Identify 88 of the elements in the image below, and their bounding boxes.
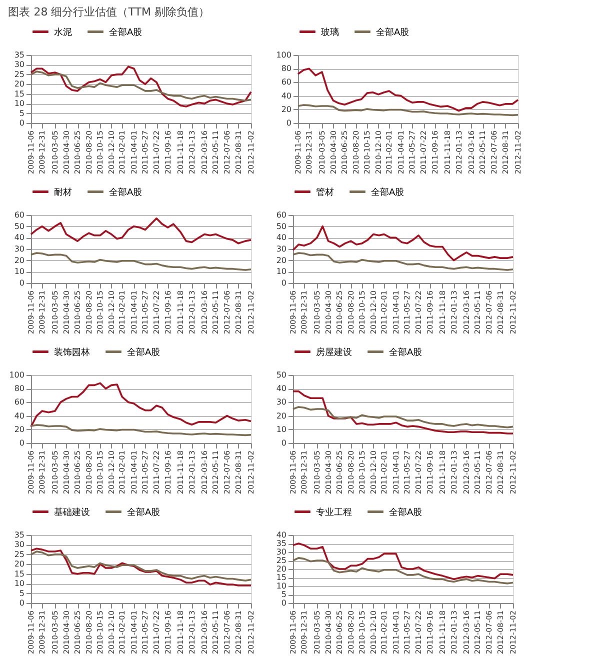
- line-series: [292, 225, 514, 262]
- legend-label: 全部A股: [109, 26, 142, 38]
- legend-label: 管材: [316, 186, 334, 198]
- y-tick-label: 50: [276, 370, 286, 380]
- y-tick-label: 100: [276, 50, 292, 60]
- y-tick-label: 0: [19, 438, 24, 448]
- line-series: [292, 557, 514, 584]
- legend-label: 全部A股: [127, 506, 160, 518]
- y-tick-label: 35: [14, 50, 24, 60]
- legend-label: 专业工程: [316, 506, 352, 518]
- y-tick-label: 35: [276, 539, 286, 548]
- y-tick-label: 20: [276, 256, 286, 265]
- y-tick-label: 20: [276, 564, 286, 574]
- y-tick-label: 100: [9, 370, 24, 380]
- y-tick-label: 0: [19, 118, 24, 128]
- legend-label: 全部A股: [127, 346, 160, 358]
- legend-label: 全部A股: [376, 26, 410, 38]
- legend-label: 耐材: [54, 186, 72, 198]
- line-series: [30, 252, 252, 271]
- y-tick-label: 20: [276, 411, 286, 420]
- y-tick-label: 0: [19, 278, 24, 288]
- y-tick-label: 60: [281, 78, 292, 87]
- line-series: [30, 424, 252, 436]
- line-series: [30, 382, 252, 428]
- y-tick-label: 30: [276, 398, 286, 407]
- y-tick-label: 5: [281, 590, 286, 599]
- line-series: [30, 218, 252, 244]
- y-tick-label: 5: [19, 588, 24, 598]
- y-tick-label: 25: [276, 556, 286, 565]
- legend-label: 全部A股: [389, 346, 422, 358]
- line-series: [292, 252, 514, 271]
- line-series: [292, 406, 514, 428]
- y-tick-label: 40: [14, 411, 24, 420]
- line-series: [292, 542, 514, 580]
- y-tick-label: 20: [281, 104, 292, 114]
- y-tick-label: 10: [276, 267, 286, 276]
- y-tick-label: 40: [281, 91, 292, 100]
- y-tick-label: 20: [14, 560, 24, 569]
- y-tick-label: 40: [276, 233, 286, 242]
- y-tick-label: 10: [276, 424, 286, 434]
- y-tick-label: 0: [281, 598, 286, 608]
- legend-label: 装饰园林: [54, 346, 90, 358]
- y-tick-label: 30: [14, 540, 24, 550]
- y-tick-label: 40: [14, 233, 24, 242]
- legend-label: 全部A股: [389, 506, 422, 518]
- y-tick-label: 30: [14, 244, 24, 254]
- y-tick-label: 20: [14, 256, 24, 265]
- y-tick-label: 40: [276, 530, 286, 540]
- text: 图表 28 细分行业估值（TTM 剔除负值）: [8, 6, 210, 18]
- y-tick-label: 60: [14, 210, 24, 220]
- legend-label: 全部A股: [371, 186, 404, 198]
- y-tick-label: 30: [276, 244, 286, 254]
- y-tick-label: 60: [276, 210, 286, 220]
- legend-label: 玻璃: [321, 26, 339, 38]
- y-tick-label: 0: [286, 118, 292, 128]
- y-tick-label: 10: [14, 267, 24, 276]
- y-tick-label: 80: [14, 384, 24, 394]
- y-tick-label: 50: [14, 222, 24, 231]
- line-series: [292, 390, 514, 434]
- y-tick-label: 80: [281, 64, 292, 74]
- y-tick-label: 30: [276, 548, 286, 556]
- y-tick-label: 0: [281, 278, 286, 288]
- legend-label: 基础建设: [54, 506, 90, 518]
- line-series: [297, 68, 519, 112]
- y-tick-label: 10: [276, 582, 286, 590]
- y-tick-label: 15: [276, 573, 286, 582]
- y-tick-label: 10: [14, 579, 24, 588]
- y-tick-label: 25: [14, 550, 24, 559]
- y-tick-label: 25: [14, 70, 24, 79]
- y-tick-label: 10: [14, 99, 24, 108]
- y-tick-label: 35: [14, 530, 24, 540]
- y-tick-label: 20: [14, 80, 24, 89]
- y-tick-label: 15: [14, 89, 24, 98]
- y-tick-label: 50: [276, 222, 286, 231]
- y-tick-label: 60: [14, 398, 24, 407]
- legend-label: 水泥: [54, 26, 72, 38]
- line-series: [30, 66, 252, 108]
- y-tick-label: 30: [14, 60, 24, 70]
- y-tick-label: 5: [19, 108, 24, 118]
- legend-label: 全部A股: [109, 186, 142, 198]
- y-tick-label: 0: [19, 598, 24, 608]
- line-series: [297, 104, 519, 116]
- y-tick-label: 40: [276, 384, 286, 394]
- legend-label: 房屋建设: [316, 346, 352, 358]
- y-tick-label: 15: [14, 569, 24, 578]
- y-tick-label: 20: [14, 424, 24, 434]
- line-series: [30, 70, 252, 102]
- y-tick-label: 0: [281, 438, 286, 448]
